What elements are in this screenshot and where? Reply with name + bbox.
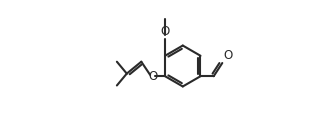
Text: O: O xyxy=(160,25,170,38)
Text: O: O xyxy=(223,49,232,62)
Text: O: O xyxy=(148,70,157,83)
